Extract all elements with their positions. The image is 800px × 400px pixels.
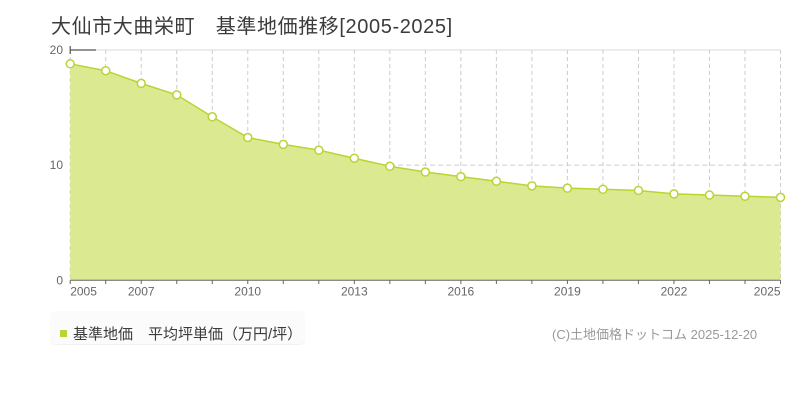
svg-text:2005: 2005 (70, 285, 97, 299)
svg-text:2022: 2022 (661, 285, 688, 299)
svg-text:2010: 2010 (234, 285, 261, 299)
svg-text:10: 10 (50, 158, 64, 172)
svg-text:2025: 2025 (754, 285, 781, 299)
svg-text:0: 0 (56, 273, 63, 287)
svg-text:20: 20 (50, 43, 64, 57)
svg-text:2019: 2019 (554, 285, 581, 299)
svg-text:2007: 2007 (128, 285, 155, 299)
svg-text:2016: 2016 (448, 285, 475, 299)
svg-text:2013: 2013 (341, 285, 368, 299)
